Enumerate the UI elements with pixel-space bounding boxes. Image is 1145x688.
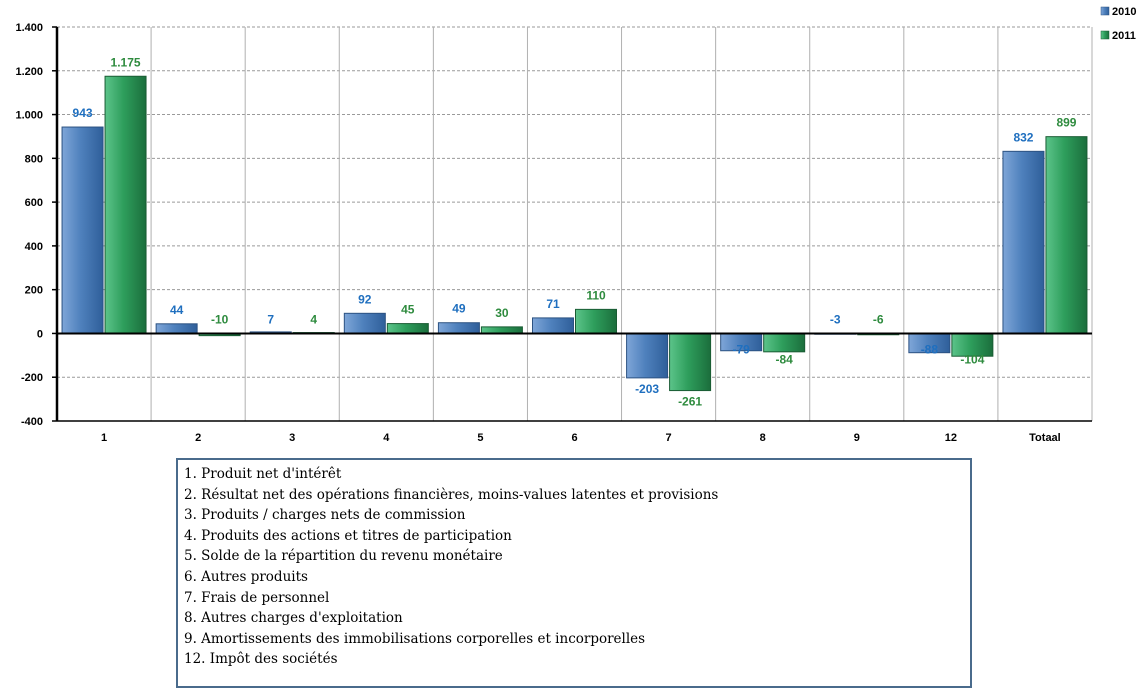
legend-label-2010: 2010 <box>1112 6 1136 18</box>
data-label-2011-cat-4: 45 <box>401 303 415 317</box>
x-tick-label: 8 <box>760 432 766 444</box>
category-legend-item: 9. Amortissements des immobilisations co… <box>184 630 646 647</box>
y-tick-label: 0 <box>37 328 43 340</box>
data-label-2010-cat-5: 49 <box>452 302 466 316</box>
grid-lines <box>57 26 1093 422</box>
bar-2010-cat-1 <box>61 126 104 334</box>
bar-2011-cat-8 <box>763 332 806 353</box>
bar-2010-cat-4 <box>343 312 386 334</box>
data-label-2010-cat-9: -3 <box>830 312 841 326</box>
bar-2011-cat-4 <box>386 323 429 334</box>
bar-2011-cat-6 <box>575 308 617 334</box>
legend-swatch-2010 <box>1100 6 1110 16</box>
data-label-2011-cat-1: 1.175 <box>111 55 141 69</box>
data-label-2010-cat-1: 943 <box>73 106 93 120</box>
data-label-2010-cat-4: 92 <box>358 292 372 306</box>
y-tick-label: -400 <box>21 416 43 428</box>
category-legend-item: 1. Produit net d'intérêt <box>184 466 342 482</box>
data-label-2011-cat-9: -6 <box>873 312 884 326</box>
x-tick-label: 7 <box>666 432 672 444</box>
category-legend-item: 3. Produits / charges nets de commission <box>184 507 466 524</box>
data-label-2011-cat-12: -104 <box>960 352 984 366</box>
category-legend-item: 5. Solde de la répartition du revenu mon… <box>184 548 503 565</box>
y-tick-label: 800 <box>25 153 43 165</box>
bar-2011-cat-Totaal <box>1045 136 1088 334</box>
y-tick-label: 400 <box>25 241 43 253</box>
bar-2010-cat-Totaal <box>1002 150 1045 334</box>
legend-label-2011: 2011 <box>1112 30 1136 42</box>
bar-2010-cat-6 <box>532 317 574 334</box>
category-legend-item: 2. Résultat net des opérations financièr… <box>184 486 719 503</box>
data-label-2010-cat-12: -88 <box>921 342 939 356</box>
data-label-2010-cat-6: 71 <box>546 297 560 311</box>
x-tick-label: 4 <box>383 432 390 444</box>
x-tick-label: 9 <box>854 432 860 444</box>
bar-2011-cat-1 <box>104 75 147 334</box>
data-label-2010-cat-3: 7 <box>267 312 274 326</box>
data-label-2011-cat-6: 110 <box>586 288 606 302</box>
bar-2010-cat-5 <box>437 322 480 334</box>
data-label-2010-cat-2: 44 <box>170 303 184 317</box>
data-label-2011-cat-3: 4 <box>310 312 317 326</box>
series-legend: 2010 2011 <box>1100 6 1136 42</box>
x-tick-label: Totaal <box>1029 432 1061 444</box>
bars <box>61 75 1088 392</box>
y-tick-label: 1.400 <box>15 22 43 34</box>
y-tick-label: 200 <box>25 285 43 297</box>
x-tick-label: 12 <box>945 432 957 444</box>
data-label-2011-cat-2: -10 <box>211 312 229 326</box>
category-legend-item: 12. Impôt des sociétés <box>184 651 338 668</box>
x-tick-label: 6 <box>571 432 577 444</box>
y-tick-label: 600 <box>25 197 43 209</box>
data-labels: 943 1.175 44 -10 7 4 92 45 49 30 71 110 -203 -261 -79 -… <box>73 55 1077 408</box>
category-legend-item: 7. Frais de personnel <box>184 589 330 606</box>
data-label-2010-cat-8: -79 <box>733 342 751 356</box>
category-legend-item: 6. Autres produits <box>184 568 308 585</box>
y-tick-label: 1.200 <box>15 66 43 78</box>
y-tick-label: -200 <box>21 372 43 384</box>
data-label-2011-cat-8: -84 <box>776 352 794 366</box>
legend-swatch-2011 <box>1100 30 1110 40</box>
category-legend: 1. Produit net d'intérêt 2. Résultat net … <box>176 458 972 688</box>
data-label-2011-cat-Totaal: 899 <box>1056 116 1076 130</box>
x-tick-label: 2 <box>195 432 201 444</box>
data-label-2011-cat-7: -261 <box>678 395 702 409</box>
x-tick-label: 1 <box>101 432 107 444</box>
x-tick-label: 5 <box>477 432 483 444</box>
category-legend-item: 8. Autres charges d'exploitation <box>184 610 403 627</box>
bar-2010-cat-2 <box>155 323 198 334</box>
data-label-2010-cat-Totaal: 832 <box>1013 130 1033 144</box>
category-legend-item: 4. Produits des actions et titres de par… <box>184 527 512 544</box>
bar-2010-cat-7 <box>626 332 669 379</box>
data-label-2011-cat-5: 30 <box>495 306 509 320</box>
y-tick-label: 1.000 <box>15 110 43 122</box>
x-tick-label: 3 <box>289 432 295 444</box>
bar-2011-cat-7 <box>669 332 712 392</box>
data-label-2010-cat-7: -203 <box>635 382 659 396</box>
